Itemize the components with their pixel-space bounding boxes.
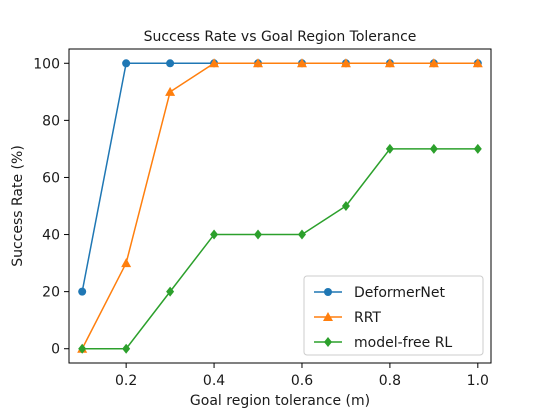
y-tick-label: 80 — [42, 113, 60, 129]
data-point-deformernet — [122, 59, 131, 68]
legend-marker-rrt — [323, 312, 333, 321]
y-tick-label: 0 — [51, 342, 60, 358]
data-point-rrt — [296, 58, 307, 68]
data-point-deformernet — [78, 287, 87, 296]
legend-box — [303, 275, 484, 356]
data-point-rrt — [428, 58, 439, 68]
legend-label-rrt: RRT — [354, 310, 381, 326]
y-tick-label: 60 — [42, 170, 60, 186]
chart-title: Success Rate vs Goal Region Tolerance — [144, 29, 417, 45]
series-line-rrt — [81, 62, 478, 350]
data-point-rrt — [209, 58, 220, 68]
data-point-model-free-rl — [166, 286, 175, 297]
data-point-rrt — [472, 58, 483, 68]
x-tick-label: 0.4 — [203, 373, 225, 389]
series-layer — [77, 58, 483, 354]
data-point-rrt — [121, 258, 132, 268]
y-tick-label: 20 — [42, 285, 60, 301]
x-tick-label: 0.8 — [379, 373, 401, 389]
data-point-rrt — [165, 86, 176, 96]
data-point-model-free-rl — [473, 143, 482, 154]
data-point-model-free-rl — [429, 143, 438, 154]
data-point-model-free-rl — [254, 229, 263, 240]
y-tick-label: 40 — [42, 228, 60, 244]
series-line-deformernet — [81, 62, 478, 292]
data-point-model-free-rl — [297, 229, 306, 240]
legend: DeformerNet RRT model-free RL — [303, 275, 484, 356]
plot-frame — [68, 48, 492, 364]
data-point-deformernet — [166, 59, 175, 68]
legend-label-model-free-rl: model-free RL — [354, 335, 452, 351]
data-point-rrt — [384, 58, 395, 68]
x-tick-label: 0.2 — [115, 373, 137, 389]
y-axis-label: Success Rate (%) — [10, 145, 26, 267]
data-point-model-free-rl — [122, 343, 131, 354]
data-point-model-free-rl — [210, 229, 219, 240]
x-axis-label: Goal region tolerance (m) — [190, 393, 370, 409]
legend-marker-model-free-rl — [324, 337, 332, 347]
y-tick-label: 100 — [33, 56, 60, 72]
data-point-model-free-rl — [78, 343, 87, 354]
data-point-model-free-rl — [341, 201, 350, 211]
data-point-model-free-rl — [385, 143, 394, 154]
x-tick-label: 0.6 — [291, 373, 313, 389]
series-line-model-free-rl — [82, 148, 478, 350]
axis-ticks: 0.2 0.4 0.6 0.8 1.0 0 20 40 60 80 100 — [33, 56, 489, 389]
legend-label-deformernet: DeformerNet — [354, 285, 445, 301]
x-tick-label: 1.0 — [467, 373, 489, 389]
data-point-rrt — [340, 58, 351, 68]
legend-marker-deformernet — [324, 288, 332, 296]
data-point-rrt — [253, 58, 264, 68]
